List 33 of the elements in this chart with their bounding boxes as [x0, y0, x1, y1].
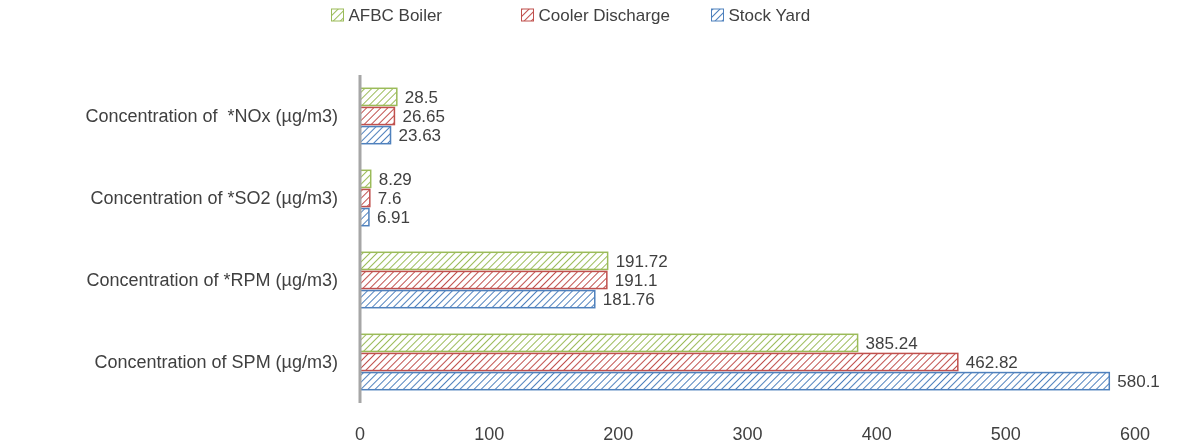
- x-tick-label: 100: [474, 424, 505, 444]
- data-label: 191.1: [614, 271, 658, 290]
- x-tick-label: 300: [732, 424, 763, 444]
- legend-label: AFBC Boiler: [348, 6, 443, 25]
- x-tick-label: 400: [861, 424, 892, 444]
- x-tick-label: 0: [354, 424, 366, 444]
- bar: [359, 333, 859, 353]
- bar: [359, 371, 1111, 391]
- y-tick-label: Concentration of SPM (µg/m3): [94, 352, 338, 372]
- x-tick-label: 200: [603, 424, 634, 444]
- data-label: 181.76: [602, 290, 655, 310]
- data-label: 6.91: [376, 208, 411, 228]
- data-label: 191.72: [615, 251, 668, 271]
- bar: [359, 251, 609, 271]
- data-label: 7.6: [377, 189, 402, 208]
- bar: [359, 352, 959, 372]
- bar: [359, 270, 608, 290]
- data-label: 580.1: [1117, 372, 1160, 392]
- data-label: 385.24: [865, 333, 918, 353]
- x-tick-label: 500: [990, 424, 1021, 444]
- data-label: 8.29: [378, 169, 412, 189]
- data-label: 462.82: [965, 353, 1018, 372]
- y-tick-label: Concentration of *NOx (µg/m3): [85, 106, 338, 126]
- x-tick-label: 600: [1119, 424, 1151, 444]
- data-label: 26.65: [402, 107, 445, 126]
- data-label: 28.5: [404, 87, 438, 107]
- data-label: 23.63: [398, 126, 442, 146]
- legend-label: Stock Yard: [728, 6, 811, 25]
- bar: [359, 87, 398, 107]
- legend-label: Cooler Discharge: [538, 6, 670, 25]
- y-tick-label: Concentration of *SO2 (µg/m3): [90, 188, 338, 208]
- y-tick-label: Concentration of *RPM (µg/m3): [86, 270, 338, 290]
- bar: [359, 289, 596, 309]
